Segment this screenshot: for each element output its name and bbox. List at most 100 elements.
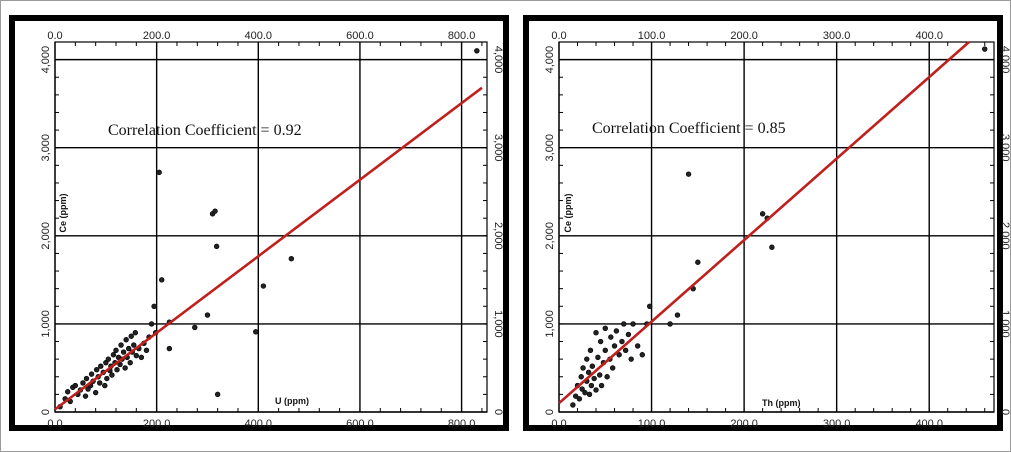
data-point	[120, 349, 127, 355]
data-point	[109, 372, 115, 378]
data-point	[602, 347, 608, 354]
y-tick-label-left: 0	[544, 409, 556, 415]
y-tick-label-left: 1,000	[40, 310, 52, 338]
data-point	[570, 402, 576, 408]
data-point	[102, 382, 108, 389]
data-point	[143, 347, 150, 354]
x-tick-label-bottom: 200.0	[143, 418, 171, 430]
data-point	[148, 321, 155, 327]
panel-frame	[9, 15, 509, 431]
correlation-annotation: Correlation Coefficient = 0.85	[592, 120, 786, 137]
y-tick-label-right: 4,000	[492, 46, 504, 74]
data-point	[213, 243, 220, 250]
data-point	[609, 365, 616, 371]
data-point	[110, 352, 117, 358]
data-point	[131, 342, 137, 348]
data-point	[123, 337, 129, 343]
chart-th-vs-ce: 0.0 0.0 100.0 100.0 200.0 200.0 300.0 300.0 400.…	[523, 15, 1010, 431]
x-tick-label-bottom: 400.0	[915, 418, 943, 430]
x-tick-label-top: 200.0	[143, 30, 171, 42]
y-tick-label-left: 1,000	[544, 310, 556, 338]
data-point	[586, 391, 593, 398]
y-tick-label-left: 3,000	[40, 134, 52, 162]
data-point	[156, 169, 162, 176]
data-point	[628, 356, 634, 362]
data-point	[128, 333, 134, 339]
data-point	[572, 393, 579, 399]
data-point	[133, 352, 140, 359]
data-point	[625, 331, 632, 338]
data-point	[578, 374, 584, 380]
data-point	[616, 352, 622, 358]
y-tick-label-left: 3,000	[544, 134, 556, 162]
data-point	[582, 389, 588, 396]
data-point	[288, 256, 295, 262]
data-point	[619, 338, 625, 345]
regression-line	[558, 41, 970, 405]
data-point	[113, 347, 119, 354]
x-tick-label-bottom: 800.0	[448, 418, 476, 430]
data-point	[151, 303, 157, 309]
data-point	[587, 347, 594, 354]
data-point	[674, 312, 681, 318]
data-point	[595, 354, 601, 361]
data-point	[80, 380, 86, 386]
y-tick-label-right: 3,000	[492, 134, 504, 162]
data-point	[83, 375, 90, 382]
y-tick-label-left: 0	[40, 409, 52, 415]
y-tick-label-left: 4,000	[544, 46, 556, 74]
x-tick-label-bottom: 0.0	[551, 418, 566, 430]
data-point	[593, 330, 599, 336]
x-tick-label-bottom: 300.0	[823, 418, 851, 430]
data-point	[166, 345, 173, 352]
data-point	[260, 283, 267, 289]
data-point	[114, 367, 120, 373]
data-point	[597, 338, 604, 345]
data-point	[647, 303, 653, 309]
data-point	[204, 312, 211, 318]
data-point	[585, 369, 592, 376]
y-tick-label-left: 4,000	[40, 46, 52, 74]
data-point	[253, 329, 259, 335]
data-point	[982, 46, 988, 52]
data-point	[132, 330, 139, 336]
data-point	[602, 325, 608, 332]
data-point	[630, 321, 636, 327]
x-tick-label-top: 0.0	[47, 30, 62, 42]
y-tick-label-right: 0	[999, 409, 1010, 415]
data-point	[613, 328, 620, 334]
y-tick-label-right: 1,000	[999, 310, 1010, 338]
data-point	[580, 365, 586, 371]
data-point	[584, 356, 590, 362]
data-point	[579, 386, 585, 392]
x-tick-label-top: 300.0	[823, 30, 851, 42]
y-tick-label-left: 2,000	[40, 222, 52, 250]
data-point	[639, 352, 645, 358]
y-tick-label-right: 2,000	[492, 222, 504, 250]
data-point	[604, 374, 610, 380]
data-point	[769, 244, 775, 250]
x-tick-label-bottom: 0.0	[47, 418, 62, 430]
data-point	[621, 321, 627, 327]
data-point	[598, 382, 605, 389]
data-point	[65, 389, 71, 395]
x-tick-label-bottom: 600.0	[346, 418, 374, 430]
y-tick-label-left: 2,000	[544, 222, 556, 250]
x-tick-label-bottom: 400.0	[245, 418, 273, 430]
data-point	[138, 354, 145, 361]
x-tick-label-top: 400.0	[245, 30, 273, 42]
data-point	[214, 391, 221, 398]
data-point	[93, 367, 100, 373]
x-tick-label-top: 400.0	[915, 30, 943, 42]
data-point	[576, 396, 583, 402]
x-tick-label-bottom: 100.0	[638, 418, 666, 430]
data-point	[591, 375, 597, 382]
data-point	[695, 259, 701, 265]
x-tick-label-top: 600.0	[346, 30, 374, 42]
x-axis-label: Th (ppm)	[762, 398, 801, 408]
x-tick-label-top: 100.0	[638, 30, 666, 42]
x-tick-label-bottom: 200.0	[730, 418, 758, 430]
chart-u-vs-ce: 0.0 0.0 200.0 200.0 400.0 400.0 600.0 600.0 800.…	[9, 15, 509, 431]
x-tick-label-top: 800.0	[448, 30, 476, 42]
data-point	[125, 345, 132, 352]
